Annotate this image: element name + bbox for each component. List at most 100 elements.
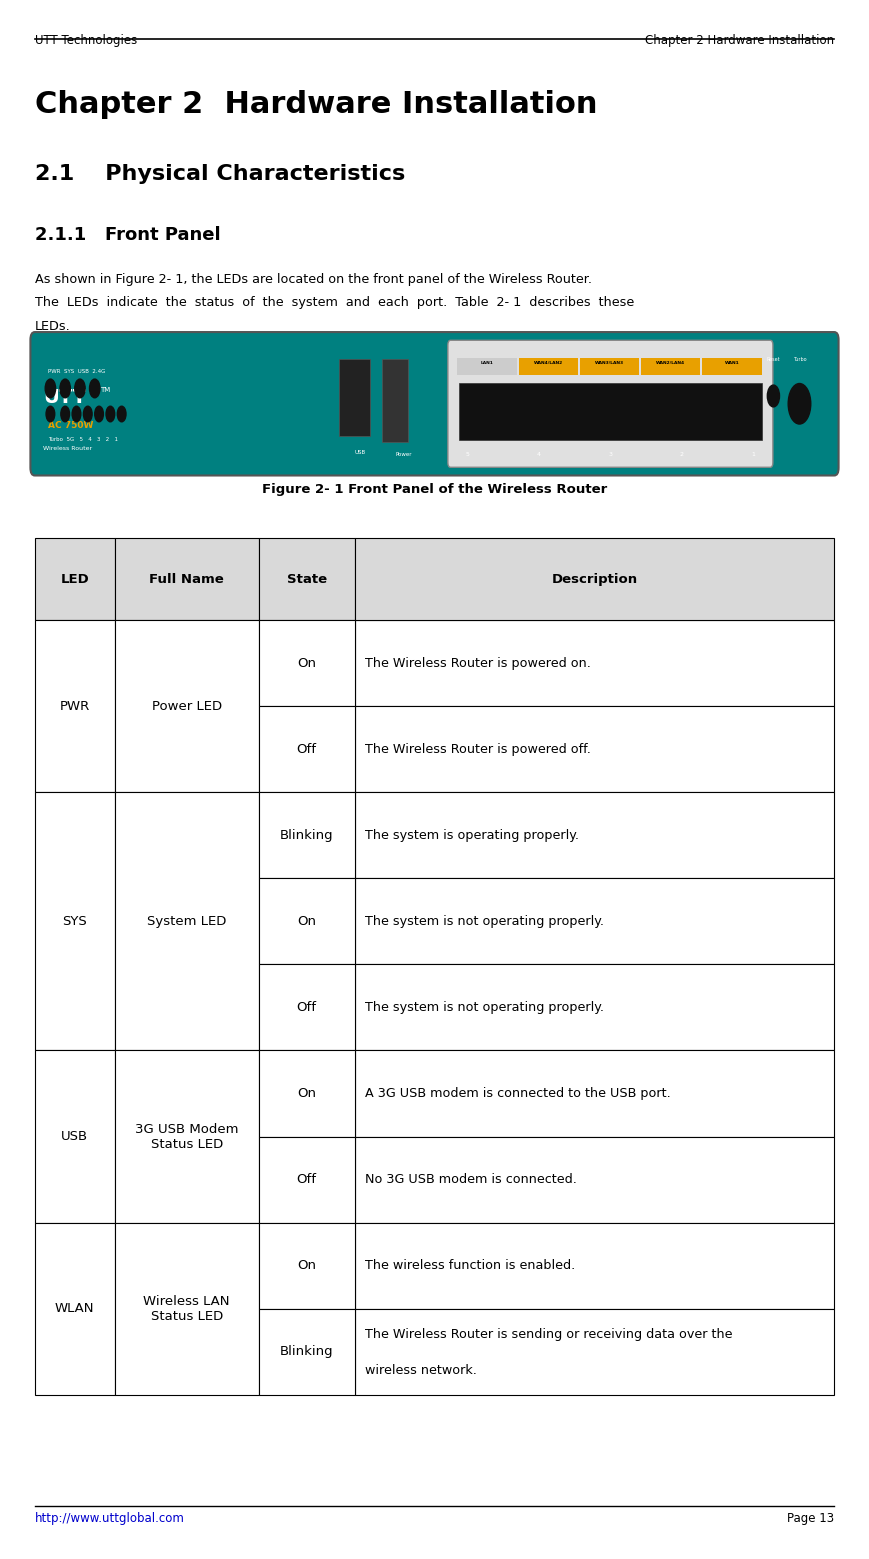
Text: 2.1    Physical Characteristics: 2.1 Physical Characteristics [35, 164, 405, 184]
Bar [259, 792, 355, 878]
Text: PWR: PWR [60, 700, 90, 712]
Bar [115, 1051, 259, 1222]
Text: Full Name: Full Name [149, 572, 224, 586]
Bar [115, 1051, 259, 1222]
Text: Turbo  5G   5   4   3   2   1: Turbo 5G 5 4 3 2 1 [48, 437, 118, 443]
Bar [35, 792, 115, 1051]
Bar [259, 538, 355, 620]
Text: LED: LED [60, 572, 90, 586]
Bar [519, 357, 578, 374]
Circle shape [75, 379, 85, 398]
Bar [115, 620, 259, 792]
Text: On: On [297, 915, 316, 928]
Text: On: On [297, 656, 316, 670]
Bar [259, 965, 355, 1051]
Text: TM: TM [100, 387, 110, 393]
Text: The Wireless Router is powered off.: The Wireless Router is powered off. [365, 742, 591, 756]
Circle shape [90, 379, 100, 398]
Bar [115, 538, 259, 620]
Bar [339, 359, 370, 437]
Circle shape [45, 379, 56, 398]
Circle shape [60, 379, 70, 398]
Text: Power: Power [395, 452, 412, 457]
Circle shape [46, 407, 55, 422]
Text: UTT Technologies: UTT Technologies [35, 34, 137, 47]
Bar [457, 357, 517, 374]
Text: Blinking: Blinking [280, 829, 334, 842]
Text: No 3G USB modem is connected.: No 3G USB modem is connected. [365, 1172, 577, 1186]
Text: PWR  SYS  USB  2.4G: PWR SYS USB 2.4G [48, 369, 105, 374]
Text: UTT: UTT [43, 388, 86, 407]
Bar [115, 1222, 259, 1395]
Bar [35, 620, 115, 792]
Circle shape [106, 407, 115, 422]
Bar [355, 878, 834, 965]
Bar [355, 792, 834, 878]
Bar [35, 1051, 115, 1222]
Bar [259, 1051, 355, 1137]
Bar [35, 538, 115, 620]
Bar [259, 706, 355, 792]
Bar [259, 706, 355, 792]
Text: Wireless LAN
Status LED: Wireless LAN Status LED [143, 1294, 230, 1322]
Text: Off: Off [296, 742, 316, 756]
Text: Blinking: Blinking [280, 1345, 334, 1358]
Bar [259, 1137, 355, 1222]
Bar [355, 965, 834, 1051]
Bar [259, 878, 355, 965]
Bar [259, 538, 355, 620]
Bar [355, 538, 834, 620]
Text: On: On [297, 1260, 316, 1272]
Bar [641, 357, 700, 374]
Text: 3G USB Modem
Status LED: 3G USB Modem Status LED [135, 1122, 238, 1151]
Text: As shown in Figure 2- 1, the LEDs are located on the front panel of the Wireless: As shown in Figure 2- 1, the LEDs are lo… [35, 273, 592, 285]
Bar [355, 1222, 834, 1308]
Bar [580, 357, 640, 374]
Bar [115, 792, 259, 1051]
Text: The Wireless Router is powered on.: The Wireless Router is powered on. [365, 656, 591, 670]
Text: USB: USB [61, 1130, 89, 1143]
Text: The system is not operating properly.: The system is not operating properly. [365, 915, 604, 928]
Text: State: State [287, 572, 327, 586]
Bar [259, 1308, 355, 1395]
Circle shape [767, 385, 779, 407]
Text: http://www.uttglobal.com: http://www.uttglobal.com [35, 1512, 184, 1525]
Circle shape [117, 407, 126, 422]
Bar [35, 1051, 115, 1222]
Bar [259, 1308, 355, 1395]
Text: The wireless function is enabled.: The wireless function is enabled. [365, 1260, 575, 1272]
Bar [35, 1222, 115, 1395]
Bar [355, 1051, 834, 1137]
Text: 2: 2 [680, 452, 684, 457]
Text: The system is not operating properly.: The system is not operating properly. [365, 1001, 604, 1013]
Bar [115, 1222, 259, 1395]
Text: 3: 3 [608, 452, 613, 457]
Bar [115, 538, 259, 620]
Bar [259, 1222, 355, 1308]
Circle shape [83, 407, 92, 422]
Text: Wireless Router: Wireless Router [43, 446, 93, 452]
Bar [35, 1222, 115, 1395]
Text: Off: Off [296, 1172, 316, 1186]
FancyBboxPatch shape [30, 332, 839, 475]
Bar [355, 538, 834, 620]
Text: Chapter 2 Hardware Installation: Chapter 2 Hardware Installation [645, 34, 834, 47]
Circle shape [788, 384, 811, 424]
Text: WAN1: WAN1 [725, 362, 740, 365]
Bar [35, 792, 115, 1051]
Text: WLAN: WLAN [55, 1302, 95, 1316]
Text: Page 13: Page 13 [787, 1512, 834, 1525]
Bar [355, 1308, 834, 1395]
Bar [259, 1222, 355, 1308]
Bar [259, 1137, 355, 1222]
Bar [459, 384, 761, 440]
Bar [259, 620, 355, 706]
Text: LAN1: LAN1 [481, 362, 494, 365]
Bar [355, 706, 834, 792]
Text: WAN3/LAN3: WAN3/LAN3 [595, 362, 624, 365]
FancyBboxPatch shape [448, 340, 773, 468]
Circle shape [95, 407, 103, 422]
Text: The  LEDs  indicate  the  status  of  the  system  and  each  port.  Table  2- 1: The LEDs indicate the status of the syst… [35, 296, 634, 309]
Text: wireless network.: wireless network. [365, 1364, 477, 1377]
Bar [355, 1137, 834, 1222]
